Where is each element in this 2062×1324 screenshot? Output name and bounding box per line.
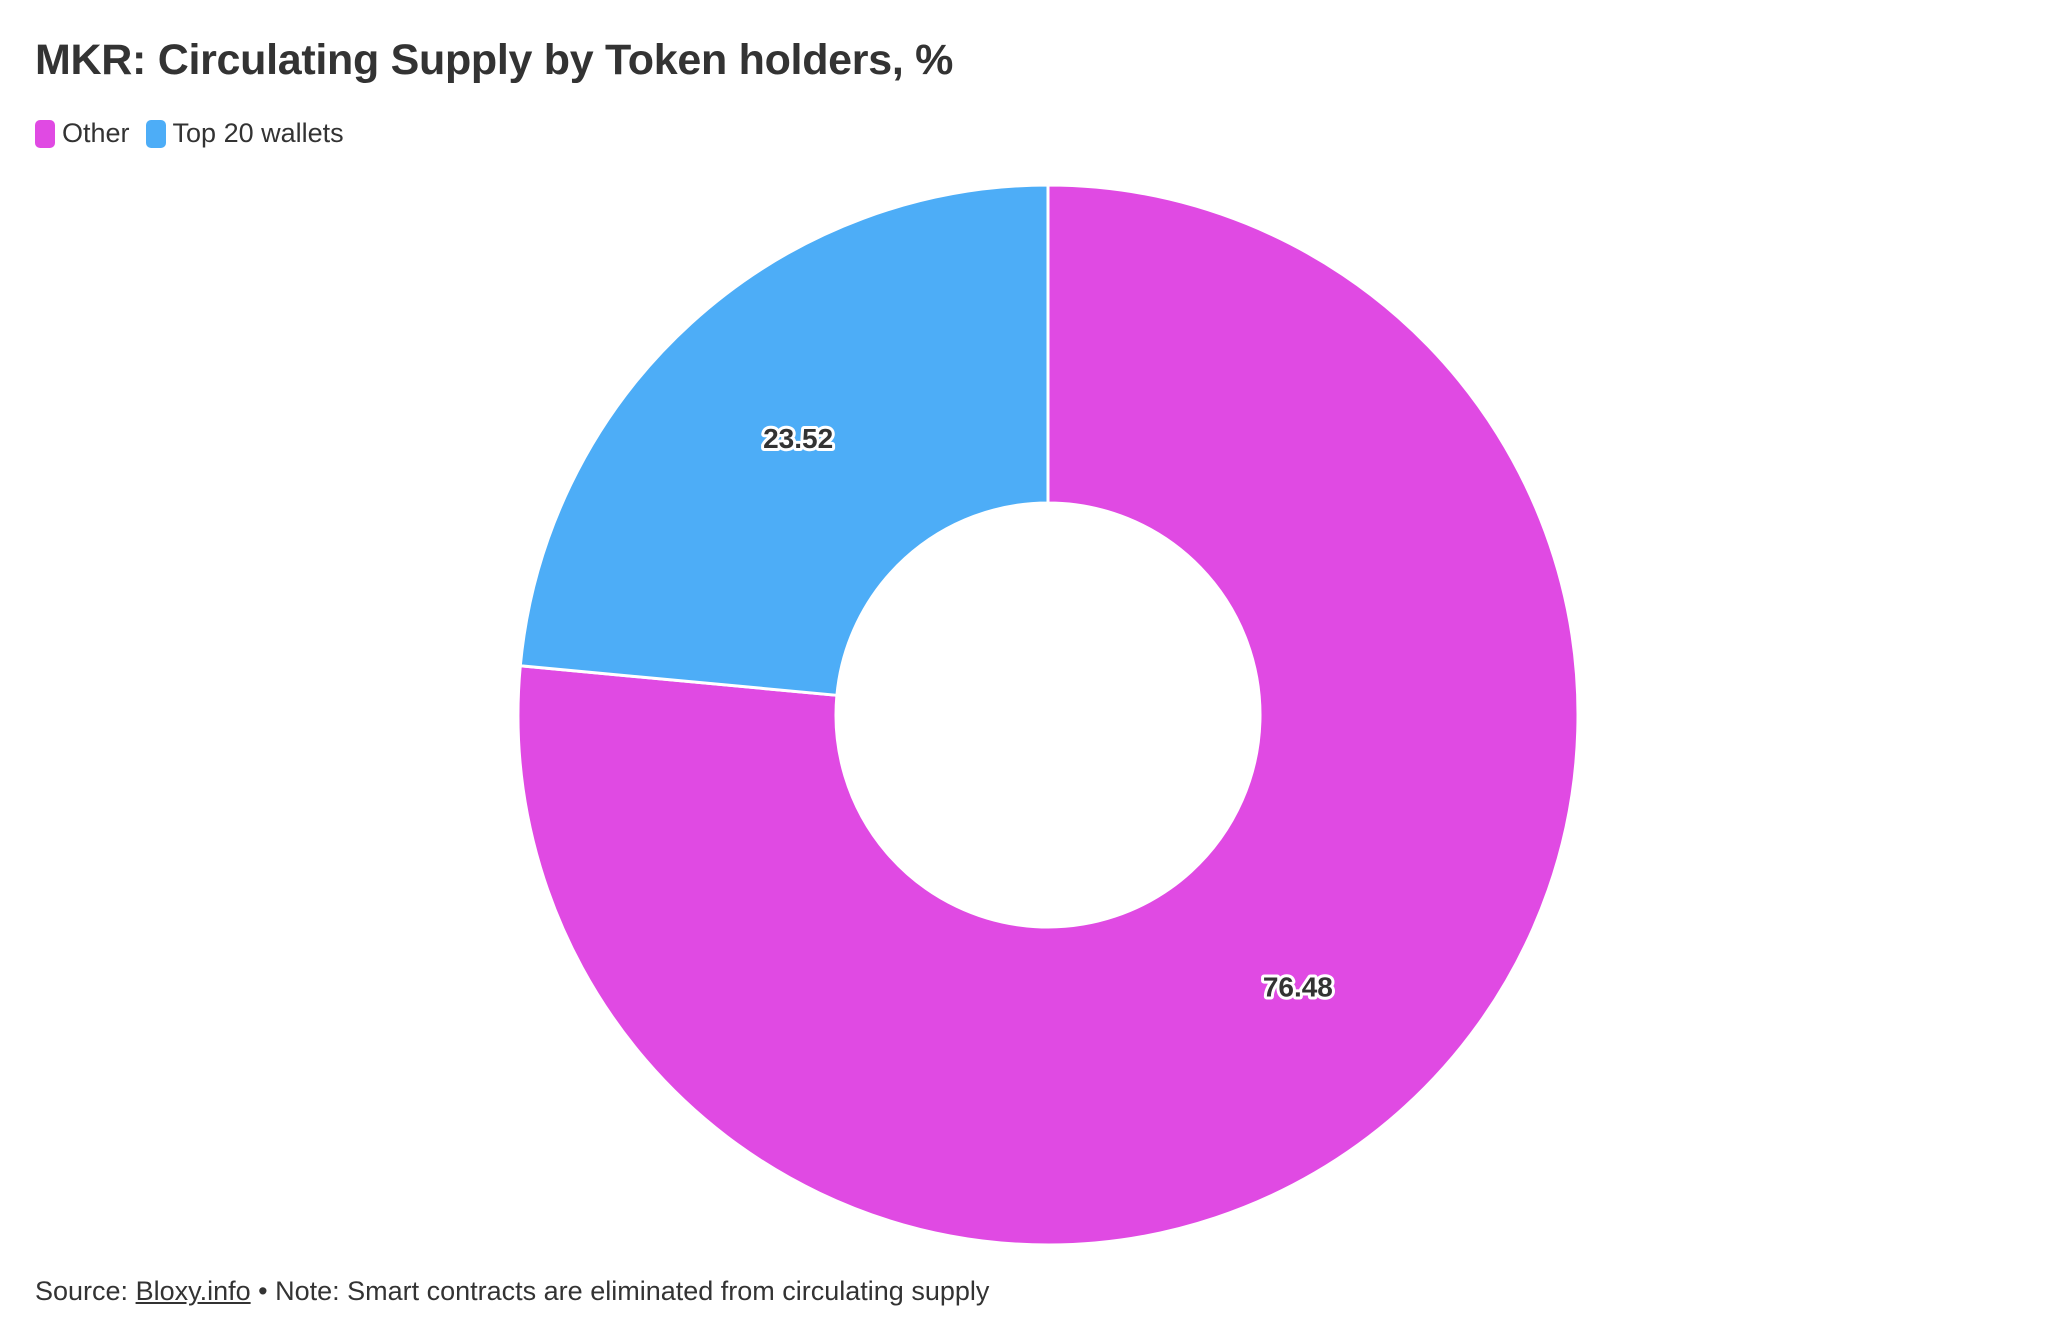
data-label-other: 76.48 (1263, 972, 1333, 1003)
chart-title: MKR: Circulating Supply by Token holders… (35, 36, 954, 84)
data-label-top-20-wallets: 23.52 (763, 423, 833, 454)
legend-item-other[interactable]: Other (35, 118, 130, 149)
legend-item-top-20-wallets[interactable]: Top 20 wallets (145, 118, 344, 149)
legend-swatch-other (35, 119, 55, 148)
footer-note: • Note: Smart contracts are eliminated f… (250, 1276, 990, 1306)
source-prefix: Source: (35, 1276, 136, 1306)
source-link[interactable]: Bloxy.info (135, 1276, 251, 1306)
legend-swatch-top-20-wallets (145, 119, 166, 148)
slice-top-20-wallets[interactable] (518, 183, 1050, 697)
donut-chart: 76.48 23.52 (516, 183, 1580, 1247)
legend: Other Top 20 wallets (35, 118, 360, 149)
legend-label-other: Other (62, 118, 130, 148)
footer: Source: Bloxy.info • Note: Smart contrac… (35, 1276, 989, 1307)
legend-label-top-20-wallets: Top 20 wallets (172, 118, 344, 148)
chart-area: 76.48 23.52 (0, 160, 2062, 1260)
slice-other[interactable] (516, 183, 1580, 1247)
